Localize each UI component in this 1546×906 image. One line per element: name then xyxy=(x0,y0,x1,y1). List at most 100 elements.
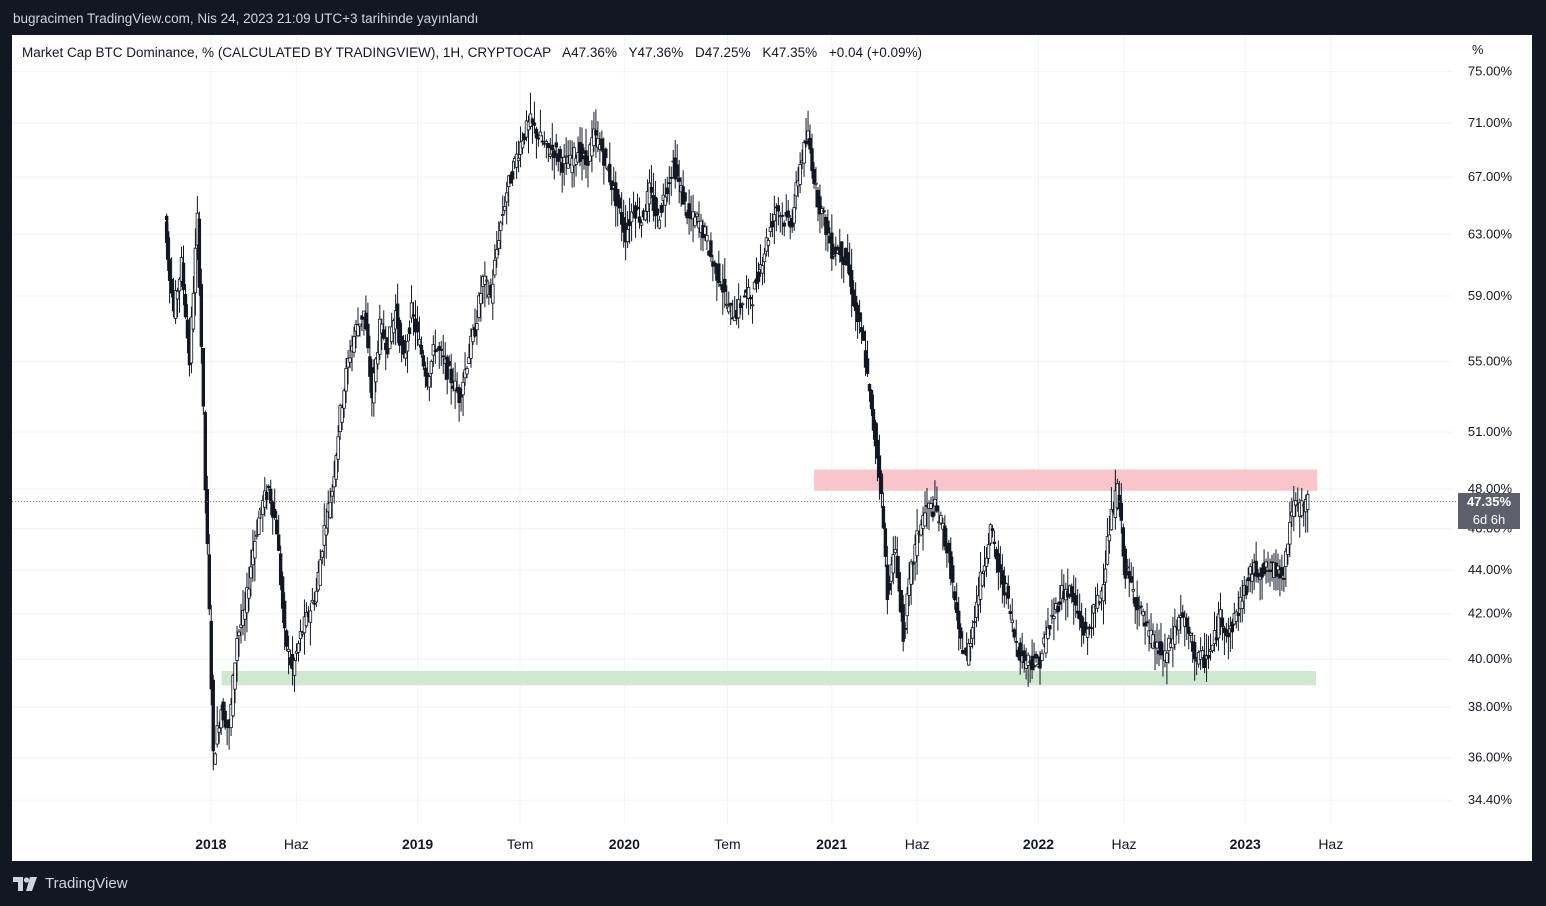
candle-body xyxy=(201,348,206,407)
candle-body xyxy=(433,350,438,353)
candle-body xyxy=(1187,626,1191,634)
candle-body xyxy=(647,182,652,205)
x-tick-label: Haz xyxy=(905,836,930,852)
candle-body xyxy=(1131,589,1135,592)
candle-body xyxy=(592,128,596,147)
candle-body xyxy=(1101,584,1106,602)
candle-body xyxy=(875,439,880,459)
candle-body xyxy=(840,241,844,262)
candle-body xyxy=(693,216,697,227)
candle-body xyxy=(1240,600,1244,609)
candle-body xyxy=(798,163,802,185)
candle-body xyxy=(1074,595,1078,606)
candle-body xyxy=(903,627,907,630)
candle-body xyxy=(909,561,913,585)
candle-body xyxy=(449,368,453,384)
candle-body xyxy=(1125,566,1129,569)
bar-countdown-badge: 6d 6h xyxy=(1458,510,1520,529)
candle-body xyxy=(465,368,469,375)
candle-body xyxy=(808,137,812,150)
candle-body xyxy=(772,214,777,222)
candle-body xyxy=(346,357,350,368)
chart-canvas[interactable]: 75.00% 71.00% 67.00% 63.00% 59.00% 55.00% 51.0… xyxy=(12,35,1532,861)
candle-body xyxy=(374,358,378,383)
candle-body xyxy=(191,292,196,330)
y-tick-label: 36.00% xyxy=(1468,750,1513,765)
y-tick-label: 75.00% xyxy=(1468,64,1513,79)
candle-body xyxy=(510,171,515,180)
candle-body xyxy=(175,290,180,300)
candle-body xyxy=(604,148,608,159)
candle-body xyxy=(849,270,854,295)
candle-body xyxy=(286,648,291,652)
candle-body xyxy=(1220,617,1225,628)
candle-body xyxy=(1226,632,1231,638)
candle-body xyxy=(976,595,981,606)
candle-body xyxy=(540,140,545,143)
candle-body xyxy=(429,360,434,374)
candle-body xyxy=(364,312,368,330)
candle-body xyxy=(1294,500,1298,506)
candle-body xyxy=(594,130,598,136)
candle-body xyxy=(617,197,622,209)
candle-body xyxy=(980,573,985,587)
candle-body xyxy=(832,254,836,257)
candle-body xyxy=(853,295,858,311)
candle-body xyxy=(1234,611,1239,622)
candle-body xyxy=(1052,615,1056,619)
candle-body xyxy=(727,306,731,313)
candle-body xyxy=(344,368,348,392)
candle-body xyxy=(389,326,394,343)
candle-body xyxy=(334,455,338,480)
candle-body xyxy=(1040,652,1044,661)
candle-body xyxy=(257,517,261,535)
candle-body xyxy=(822,210,826,213)
candle-body xyxy=(857,312,862,322)
candle-body xyxy=(982,565,987,572)
candle-body xyxy=(703,226,707,235)
candle-body xyxy=(643,210,648,221)
chart-panel[interactable]: 75.00% 71.00% 67.00% 63.00% 59.00% 55.00% 51.0… xyxy=(12,35,1532,861)
candle-body xyxy=(380,323,384,334)
candle-body xyxy=(683,192,687,202)
candle-body xyxy=(865,358,870,374)
x-tick-label: Tem xyxy=(714,836,740,852)
candles xyxy=(164,92,1310,771)
candle-body xyxy=(596,137,600,148)
candle-body xyxy=(358,323,362,327)
candle-body xyxy=(304,611,309,627)
candle-body xyxy=(974,601,979,618)
candle-body xyxy=(725,303,729,306)
candle-body xyxy=(560,162,564,173)
candle-body xyxy=(923,512,927,527)
candle-body xyxy=(415,321,420,333)
candle-body xyxy=(312,602,317,605)
candle-body xyxy=(173,290,178,319)
candle-body xyxy=(1282,578,1286,580)
candle-body xyxy=(310,600,315,603)
candle-body xyxy=(1022,650,1026,663)
candle-body xyxy=(663,196,667,206)
zones xyxy=(221,469,1318,686)
candle-body xyxy=(461,381,465,396)
candle-body xyxy=(756,271,761,283)
candle-body xyxy=(1121,527,1125,557)
candle-body xyxy=(1216,613,1221,639)
candle-body xyxy=(608,163,612,183)
candle-body xyxy=(691,211,695,220)
candle-body xyxy=(897,572,901,592)
candle-body xyxy=(215,725,219,745)
candle-body xyxy=(203,412,208,491)
candle-body xyxy=(544,141,549,144)
candle-body xyxy=(564,155,568,158)
candle-body xyxy=(931,511,935,518)
candle-body xyxy=(1264,561,1268,568)
candle-body xyxy=(1200,649,1205,659)
candle-body xyxy=(919,524,923,536)
candle-body xyxy=(929,503,933,509)
top-bar: bugracimen TradingView.com, Nis 24, 2023… xyxy=(0,0,1546,35)
candle-body xyxy=(873,422,878,447)
legend-open: A47.36% xyxy=(562,45,617,60)
candle-body xyxy=(1079,615,1084,628)
candle-body xyxy=(253,540,257,559)
